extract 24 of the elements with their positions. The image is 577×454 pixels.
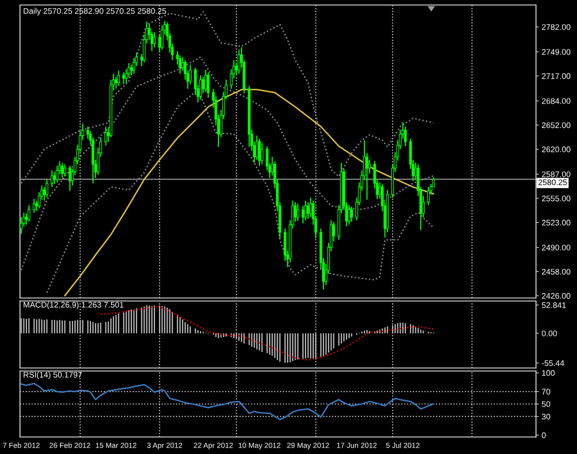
y-tick-label: 2587.00 bbox=[542, 171, 570, 178]
y-tick-label: 2458.00 bbox=[542, 268, 570, 275]
y-tick-label: 2782.00 bbox=[542, 24, 570, 30]
y-tick-label: 2652.00 bbox=[542, 122, 570, 128]
y-tick-label: 0.00 bbox=[542, 330, 557, 336]
y-tick-label: 2555.00 bbox=[542, 196, 570, 202]
y-tick-label: 30 bbox=[542, 414, 550, 420]
y-tick-label: 2490.00 bbox=[542, 244, 570, 250]
y-tick-label: 2749.00 bbox=[542, 49, 570, 55]
y-tick-label: 70 bbox=[542, 388, 550, 395]
chart-title: RSI(14) 50.1797 bbox=[24, 372, 82, 380]
ref-line-label: 2580.25 bbox=[538, 179, 567, 186]
chart-title: Daily 2570.25 2582.90 2570.25 2580.25 bbox=[24, 8, 166, 16]
chart-title: MACD(12,26,9) 1.263 7.501 bbox=[24, 302, 124, 310]
y-tick-label: 2426.00 bbox=[542, 293, 570, 299]
y-tick-label: -55.44 bbox=[542, 360, 564, 366]
y-tick-label: 50 bbox=[542, 401, 550, 407]
y-tick-label: 2620.00 bbox=[542, 146, 570, 152]
y-tick-label: 52.841 bbox=[542, 302, 566, 308]
y-tick-label: 2684.00 bbox=[542, 98, 570, 104]
y-tick-label: 100 bbox=[542, 370, 555, 376]
y-tick-label: 0 bbox=[542, 432, 546, 438]
y-tick-label: 2523.00 bbox=[542, 220, 570, 226]
y-tick-label: 2717.00 bbox=[542, 73, 570, 79]
